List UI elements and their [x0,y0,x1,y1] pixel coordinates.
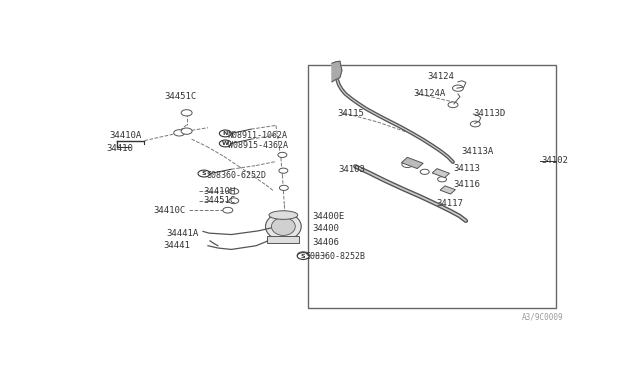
Polygon shape [332,61,342,82]
Text: N: N [223,131,228,136]
Text: 34410H: 34410H [203,187,236,196]
Circle shape [287,237,296,242]
Circle shape [280,185,288,190]
Circle shape [181,110,192,116]
Text: 34103: 34103 [338,165,365,174]
Circle shape [223,207,233,213]
Circle shape [220,140,231,147]
Text: 34400: 34400 [312,224,339,233]
Circle shape [297,253,309,260]
Circle shape [220,130,231,137]
Text: 34441: 34441 [163,241,190,250]
Text: 34113: 34113 [454,164,481,173]
Circle shape [198,170,210,177]
Bar [308,65,556,308]
Bar [440,186,455,194]
Text: 34124A: 34124A [414,89,446,98]
Bar [432,169,449,178]
Text: 34113D: 34113D [474,109,506,118]
Circle shape [297,252,309,259]
Text: S08360-8252B: S08360-8252B [306,251,365,260]
Text: 34451C: 34451C [164,92,196,101]
Text: 34113A: 34113A [461,147,493,156]
Text: 34410A: 34410A [110,131,142,140]
Text: 34406: 34406 [312,238,339,247]
Text: 34115: 34115 [337,109,364,118]
Text: A3/9C0009: A3/9C0009 [522,313,564,322]
Text: 34116: 34116 [454,180,481,189]
Bar [268,236,300,243]
Text: 34102: 34102 [541,156,568,165]
Text: 34410C: 34410C [154,206,186,215]
Circle shape [173,130,185,136]
Text: 34451C: 34451C [203,196,236,205]
Text: S: S [202,171,206,176]
Circle shape [271,237,280,242]
Circle shape [448,102,458,108]
Circle shape [452,85,463,92]
Bar [401,157,423,169]
Text: 34400E: 34400E [312,212,344,221]
Ellipse shape [271,218,295,235]
Text: S: S [301,254,305,259]
Text: 34441A: 34441A [167,229,199,238]
Circle shape [470,121,480,127]
Text: S08360-6252D: S08360-6252D [207,171,266,180]
Circle shape [228,189,239,194]
Circle shape [278,153,287,157]
Text: W: W [222,141,228,146]
Circle shape [279,168,288,173]
Text: 34124: 34124 [428,72,454,81]
Circle shape [181,128,192,134]
Circle shape [228,198,239,203]
Circle shape [438,177,447,182]
Circle shape [402,161,413,167]
Text: 34117: 34117 [436,199,463,208]
Circle shape [301,254,306,257]
Ellipse shape [266,213,301,240]
Text: N08911-1062A: N08911-1062A [228,131,288,140]
Ellipse shape [269,211,298,219]
Text: 34410: 34410 [106,144,133,153]
Circle shape [420,169,429,174]
Text: W08915-4362A: W08915-4362A [228,141,288,150]
